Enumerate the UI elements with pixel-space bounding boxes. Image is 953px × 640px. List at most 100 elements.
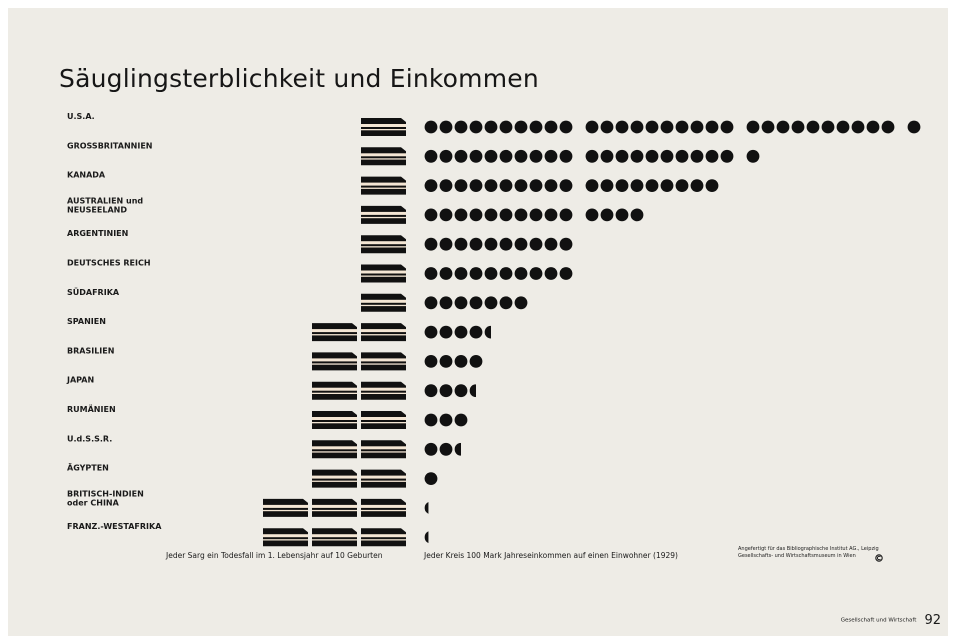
coffin-mark (361, 264, 406, 283)
coffin-mark (263, 175, 308, 196)
caption-deaths: Jeder Sarg ein Todesfall im 1. Lebensjah… (166, 551, 383, 560)
country-label: ARGENTINIEN (67, 229, 128, 238)
income-circle (469, 179, 483, 193)
income-circle (469, 325, 483, 339)
income-circle-partial (484, 325, 492, 339)
income-circle (484, 208, 498, 222)
income-circle (424, 472, 438, 485)
income-circle (559, 208, 573, 222)
coffin-mark (361, 498, 406, 517)
income-circle (469, 120, 483, 134)
coffin-mark (214, 293, 259, 313)
income-circle (484, 149, 498, 163)
income-circle (439, 237, 453, 251)
income-circle (424, 442, 438, 456)
coffin-mark (214, 175, 259, 196)
coffin-mark (263, 410, 308, 430)
coffin-mark (165, 293, 210, 313)
income-circle (424, 355, 438, 368)
income-circle (439, 413, 453, 427)
income-circle (645, 120, 659, 134)
coffin-mark (214, 351, 259, 372)
income-circle (439, 296, 453, 310)
coffin-mark (214, 117, 259, 137)
income-circle (645, 149, 659, 163)
country-label: DEUTSCHES REICH (67, 259, 151, 268)
coffin-mark (361, 293, 406, 313)
income-circle (469, 208, 483, 222)
country-label: FRANZ.-WESTAFRIKA (67, 522, 162, 531)
income-circle (660, 120, 674, 134)
income-circle (746, 120, 760, 134)
coffin-mark (361, 235, 406, 254)
income-circle (559, 237, 573, 251)
income-circle-partial (424, 531, 429, 544)
income-circle (615, 149, 629, 163)
country-label: U.d.S.S.R. (67, 434, 112, 443)
income-circle (720, 149, 734, 163)
country-label: GROSSBRITANNIEN (67, 141, 152, 150)
income-circle (454, 413, 468, 427)
coffin-mark (165, 527, 210, 547)
income-circle (585, 179, 599, 193)
income-circle (690, 120, 704, 134)
income-circle (454, 120, 468, 134)
income-circle (630, 149, 644, 163)
coffin-mark (361, 411, 406, 429)
coffin-mark (263, 498, 308, 518)
income-circle (499, 208, 513, 222)
coffin-mark (312, 439, 357, 459)
income-circle (424, 149, 438, 163)
income-circle (439, 179, 453, 193)
income-circle (514, 208, 528, 222)
coffin-mark (214, 381, 259, 401)
coffin-mark (312, 146, 357, 167)
income-circle (529, 120, 543, 134)
income-circle (469, 149, 483, 163)
income-circle (499, 267, 513, 280)
income-circle (499, 120, 513, 134)
income-circle (424, 267, 438, 280)
income-circle (529, 237, 543, 251)
coffin-mark (361, 176, 406, 195)
footer-book-title: Gesellschaft und Wirtschaft (840, 617, 917, 624)
income-circle (484, 296, 498, 310)
income-circle (514, 267, 528, 280)
income-circle (660, 149, 674, 163)
income-circle (499, 237, 513, 251)
chart-title: Säuglingsterblichkeit und Einkommen (59, 64, 539, 93)
income-circle (600, 179, 614, 193)
income-circle (529, 179, 543, 193)
coffin-mark (312, 468, 357, 489)
income-circle (761, 120, 775, 134)
income-circle (439, 120, 453, 134)
income-circle (484, 237, 498, 251)
income-circle (424, 296, 438, 310)
income-circle (424, 413, 438, 427)
income-circle (454, 355, 468, 368)
income-circle (660, 179, 674, 193)
income-circle (544, 149, 558, 163)
coffin-mark (312, 234, 357, 254)
income-circle (615, 208, 629, 222)
income-circle (439, 442, 453, 456)
coffin-mark (165, 468, 210, 489)
income-circle (600, 208, 614, 222)
income-circle (675, 120, 689, 134)
country-label: RUMÄNIEN (67, 404, 116, 414)
page-number: 92 (924, 613, 941, 628)
income-circle (499, 179, 513, 193)
income-circle (544, 267, 558, 280)
income-circle (514, 179, 528, 193)
income-circle (851, 120, 865, 134)
income-circle (424, 179, 438, 193)
coffin-mark (165, 117, 210, 137)
chart-sheet (8, 8, 948, 636)
income-circle (881, 120, 895, 134)
income-circle (675, 149, 689, 163)
income-circle-partial (424, 502, 429, 514)
coffin-mark (263, 351, 308, 372)
income-circle (529, 267, 543, 280)
income-circle (514, 120, 528, 134)
income-circle (454, 149, 468, 163)
